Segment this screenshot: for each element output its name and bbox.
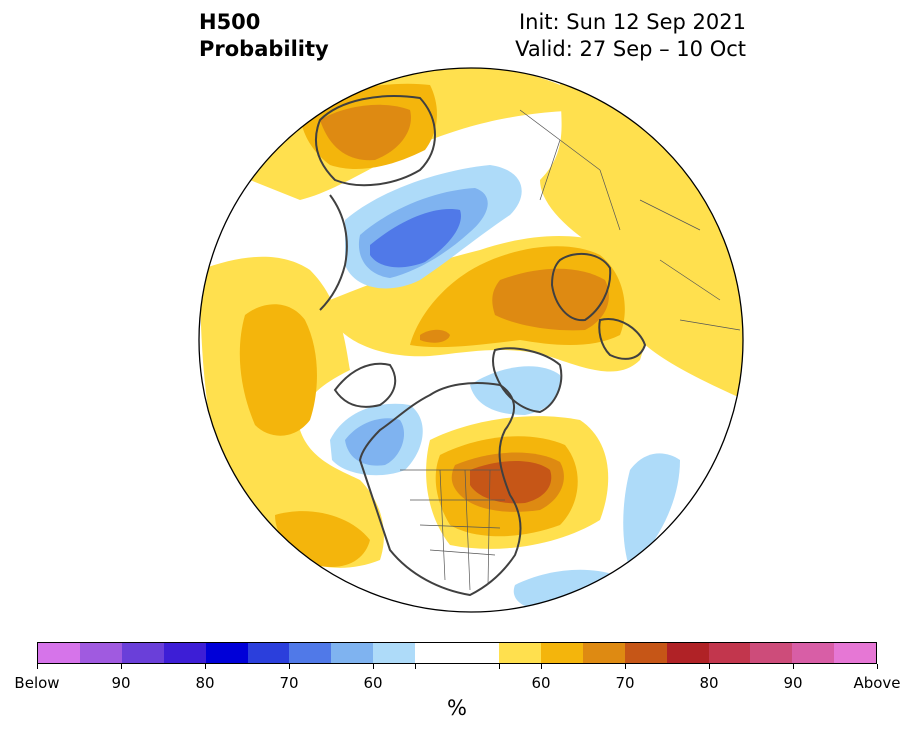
colorbar-segment: [624, 643, 667, 663]
colorbar-segment: [792, 643, 835, 663]
colorbar-segment: [121, 643, 164, 663]
colorbar-segment: [205, 643, 248, 663]
date-block: Init: Sun 12 Sep 2021 Valid: 27 Sep – 10…: [515, 9, 746, 63]
colorbar-segment: [708, 643, 751, 663]
product-title: Probability: [199, 37, 329, 61]
colorbar-segment: [540, 643, 583, 663]
colorbar-tick: [414, 664, 416, 669]
below-area-atlantic: [623, 453, 680, 570]
colorbar-tick: [498, 664, 500, 669]
colorbar-tick: [708, 664, 710, 669]
scandinavia-coast: [550, 252, 612, 322]
colorbar-tick: [876, 664, 878, 669]
colorbar-segment: [750, 643, 793, 663]
colorbar-tick-label: 60: [531, 674, 551, 692]
colorbar-tick: [288, 664, 290, 669]
colorbar-tick-label: 90: [783, 674, 803, 692]
colorbar-segment: [373, 643, 416, 663]
asia-coast: [319, 194, 348, 311]
europe-coast: [598, 318, 647, 360]
alaska-coast: [333, 362, 397, 408]
polar-map: [198, 67, 744, 613]
siberia-coast: [314, 95, 436, 187]
colorbar-tick: [372, 664, 374, 669]
above-area-arctic: [540, 80, 743, 400]
colorbar-segment: [582, 643, 625, 663]
colorbar-tick: [540, 664, 542, 669]
colorbar-segment: [38, 643, 80, 663]
colorbar-tick: [120, 664, 122, 669]
variable-title: H500: [199, 10, 261, 34]
coastlines: [314, 95, 647, 597]
colorbar-tick-label: 60: [363, 674, 383, 692]
colorbar-tick-label: Above: [853, 674, 901, 692]
colorbar-segment: [415, 643, 458, 663]
colorbar-tick: [792, 664, 794, 669]
colorbar-tick-label: 70: [615, 674, 635, 692]
colorbar-segment: [163, 643, 206, 663]
colorbar-segment: [666, 643, 709, 663]
colorbar-segment: [289, 643, 332, 663]
colorbar-tick: [36, 664, 38, 669]
colorbar-segment: [834, 643, 877, 663]
political-borders: [400, 109, 741, 591]
greenland-coast: [492, 347, 563, 414]
north-america-coast: [358, 382, 522, 597]
colorbar-segment: [457, 643, 499, 663]
colorbar-segment: [247, 643, 290, 663]
init-date: Init: Sun 12 Sep 2021: [518, 10, 746, 34]
colorbar-segment: [498, 643, 541, 663]
colorbar-segment: [79, 643, 122, 663]
colorbar-tick-label: Below: [14, 674, 60, 692]
valid-range: Valid: 27 Sep – 10 Oct: [515, 37, 746, 61]
map-content: [199, 68, 743, 612]
colorbar-unit-label: %: [447, 696, 467, 720]
colorbar-tick-label: 90: [111, 674, 131, 692]
below-area-baffin: [470, 366, 561, 415]
colorbar-tick-label: 80: [195, 674, 215, 692]
colorbar-segment: [331, 643, 374, 663]
colorbar-tick-label: 70: [279, 674, 299, 692]
colorbar-tick: [624, 664, 626, 669]
colorbar-tick: [204, 664, 206, 669]
map-boundary: [198, 67, 744, 613]
title-block: H500 Probability: [199, 9, 329, 63]
probability-colorbar: [37, 642, 877, 664]
colorbar-tick-label: 80: [699, 674, 719, 692]
